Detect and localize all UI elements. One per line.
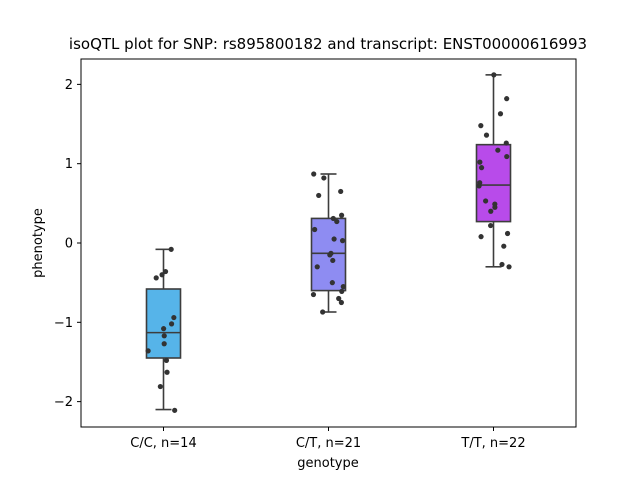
data-point xyxy=(504,96,510,102)
data-point xyxy=(172,407,178,413)
data-point xyxy=(478,165,485,171)
data-point xyxy=(330,257,336,264)
data-point xyxy=(501,243,507,249)
y-tick-label: 1 xyxy=(65,157,73,172)
data-point xyxy=(506,264,512,270)
data-point xyxy=(310,291,317,298)
data-point xyxy=(320,309,326,315)
data-point xyxy=(495,147,501,153)
data-point xyxy=(168,246,174,252)
data-point xyxy=(329,280,335,286)
data-point xyxy=(162,268,169,275)
y-axis-label: phenotype xyxy=(31,208,46,278)
data-point xyxy=(161,326,167,332)
plot-layer: −2 −1 0 1 2 C/C, n=14 C/T, n=21 T/T, n=22 xyxy=(54,72,526,451)
data-point xyxy=(159,272,165,278)
x-tick-label: T/T, n=22 xyxy=(460,436,525,451)
data-point xyxy=(321,175,327,181)
data-point xyxy=(497,111,504,117)
x-tick-label: C/C, n=14 xyxy=(130,436,196,451)
data-point xyxy=(161,333,167,339)
data-point xyxy=(340,284,346,290)
y-tick-label: 0 xyxy=(65,237,73,252)
data-point xyxy=(483,132,490,138)
data-point xyxy=(157,383,163,390)
data-point xyxy=(339,212,345,218)
data-point xyxy=(492,204,498,210)
data-point xyxy=(316,192,322,199)
data-point xyxy=(504,153,510,160)
data-point xyxy=(164,369,170,375)
data-point xyxy=(145,348,151,354)
data-point xyxy=(314,264,320,270)
data-point xyxy=(504,230,511,237)
data-point xyxy=(327,252,333,258)
iqr-box xyxy=(310,217,347,292)
data-point xyxy=(491,72,497,78)
plot-frame xyxy=(80,58,577,428)
data-point xyxy=(338,188,344,195)
data-point xyxy=(161,341,167,347)
y-tick-label: −2 xyxy=(54,395,73,410)
data-point xyxy=(153,275,159,281)
data-point xyxy=(331,236,337,242)
data-point xyxy=(499,261,505,268)
data-point xyxy=(339,238,346,244)
data-point xyxy=(168,321,175,327)
data-point xyxy=(336,295,342,302)
data-point xyxy=(338,299,344,306)
data-point xyxy=(312,226,318,233)
data-point xyxy=(476,183,482,189)
chart-title: isoQTL plot for SNP: rs895800182 and tra… xyxy=(69,35,587,53)
data-point xyxy=(477,159,483,165)
data-point xyxy=(330,215,336,222)
y-tick-label: −1 xyxy=(54,316,73,331)
data-point xyxy=(478,123,484,129)
data-point xyxy=(339,288,345,294)
data-point xyxy=(488,222,494,229)
data-point xyxy=(311,171,317,177)
x-tick-label: C/T, n=21 xyxy=(296,436,361,451)
data-point xyxy=(478,234,484,240)
data-point xyxy=(503,140,509,146)
data-point xyxy=(483,198,489,204)
data-point xyxy=(171,314,177,321)
y-tick-label: 2 xyxy=(65,78,73,93)
data-point xyxy=(488,208,494,214)
data-point xyxy=(163,357,170,363)
iqr-box xyxy=(145,288,182,359)
x-axis-label: genotype xyxy=(297,456,358,471)
data-point xyxy=(334,218,340,225)
